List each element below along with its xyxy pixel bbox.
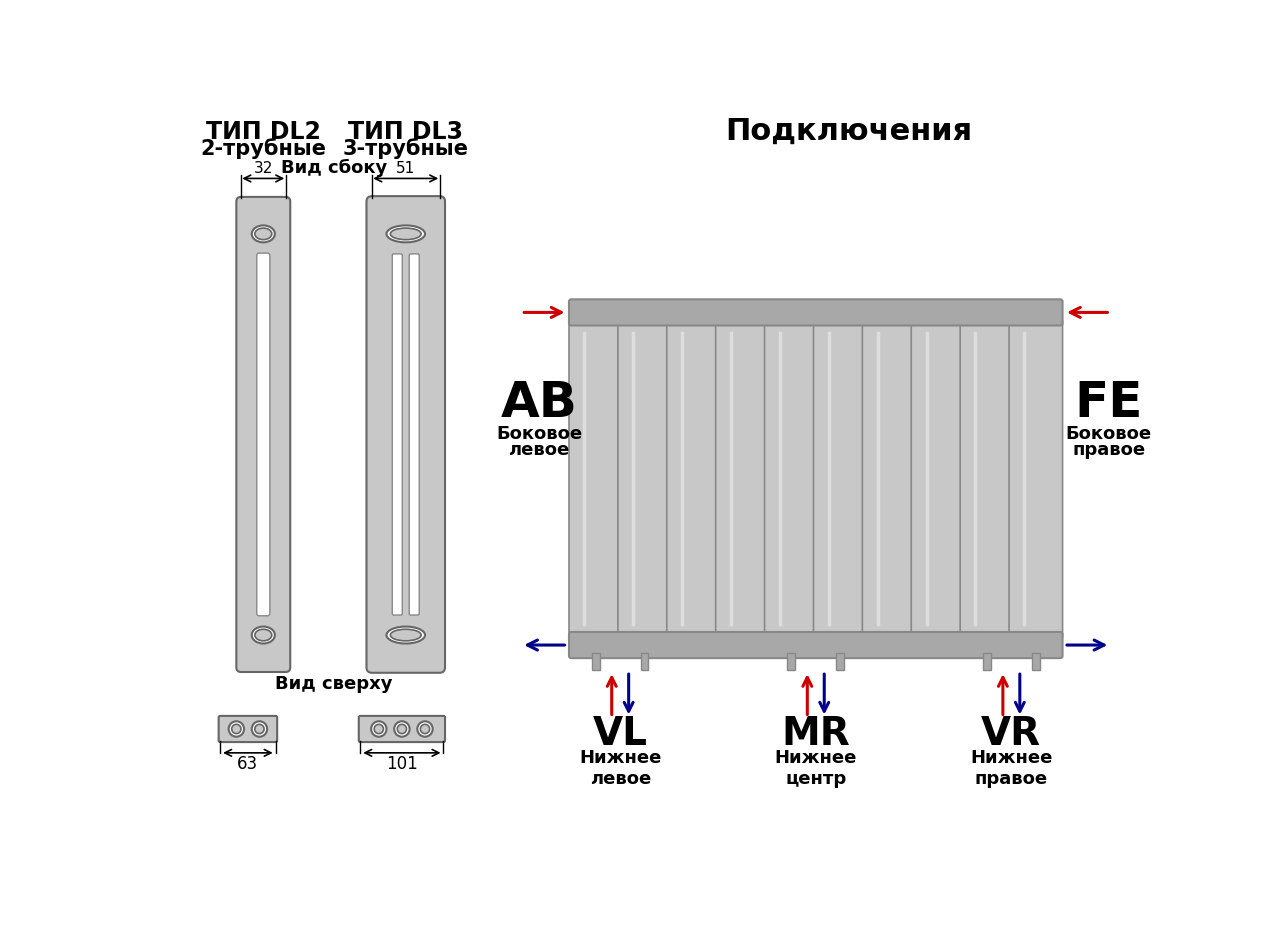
Circle shape xyxy=(394,722,410,737)
FancyBboxPatch shape xyxy=(814,318,867,640)
Ellipse shape xyxy=(387,627,425,644)
FancyBboxPatch shape xyxy=(618,318,672,640)
Circle shape xyxy=(232,724,241,734)
Bar xyxy=(836,653,844,670)
Bar xyxy=(641,653,649,670)
FancyBboxPatch shape xyxy=(863,318,916,640)
FancyBboxPatch shape xyxy=(960,318,1014,640)
Circle shape xyxy=(420,724,430,734)
FancyBboxPatch shape xyxy=(358,716,445,742)
Ellipse shape xyxy=(252,227,275,243)
Circle shape xyxy=(417,722,433,737)
Text: 63: 63 xyxy=(237,754,259,772)
Text: левое: левое xyxy=(508,441,570,459)
FancyBboxPatch shape xyxy=(667,318,721,640)
Bar xyxy=(983,653,991,670)
Text: 51: 51 xyxy=(396,161,416,176)
Bar xyxy=(1032,653,1039,670)
Text: Боковое: Боковое xyxy=(1066,424,1152,442)
Circle shape xyxy=(229,722,244,737)
Text: 3-трубные: 3-трубные xyxy=(343,138,468,159)
Ellipse shape xyxy=(252,627,275,644)
Text: 2-трубные: 2-трубные xyxy=(200,138,326,159)
Text: Вид сверху: Вид сверху xyxy=(275,674,393,692)
Ellipse shape xyxy=(390,630,421,641)
Text: AB: AB xyxy=(500,378,577,426)
Text: 101: 101 xyxy=(387,754,417,772)
Bar xyxy=(787,653,795,670)
FancyBboxPatch shape xyxy=(570,633,1062,658)
Text: Нижнее
правое: Нижнее правое xyxy=(970,748,1052,787)
FancyBboxPatch shape xyxy=(570,318,622,640)
Text: FE: FE xyxy=(1075,378,1143,426)
Ellipse shape xyxy=(255,630,271,641)
Text: Подключения: Подключения xyxy=(724,117,972,146)
FancyBboxPatch shape xyxy=(716,318,769,640)
FancyBboxPatch shape xyxy=(570,300,1062,326)
Text: VR: VR xyxy=(982,714,1042,752)
Text: Нижнее
левое: Нижнее левое xyxy=(579,748,662,787)
Circle shape xyxy=(371,722,387,737)
Ellipse shape xyxy=(387,227,425,243)
FancyBboxPatch shape xyxy=(366,197,445,673)
FancyBboxPatch shape xyxy=(237,197,291,672)
FancyBboxPatch shape xyxy=(257,254,270,616)
FancyBboxPatch shape xyxy=(392,255,402,615)
Circle shape xyxy=(252,722,268,737)
Circle shape xyxy=(374,724,384,734)
Text: Вид сбоку: Вид сбоку xyxy=(282,158,388,177)
FancyBboxPatch shape xyxy=(1009,318,1062,640)
FancyBboxPatch shape xyxy=(764,318,818,640)
Text: VL: VL xyxy=(593,714,648,752)
Bar xyxy=(591,653,599,670)
Circle shape xyxy=(255,724,264,734)
Ellipse shape xyxy=(255,228,271,241)
Text: Боковое: Боковое xyxy=(495,424,582,442)
Ellipse shape xyxy=(390,228,421,241)
Text: 32: 32 xyxy=(253,161,273,176)
Text: ТИП DL2: ТИП DL2 xyxy=(206,120,321,143)
Text: ТИП DL3: ТИП DL3 xyxy=(348,120,463,143)
Text: Нижнее
центр: Нижнее центр xyxy=(774,748,858,787)
FancyBboxPatch shape xyxy=(911,318,965,640)
FancyBboxPatch shape xyxy=(219,716,278,742)
Circle shape xyxy=(397,724,407,734)
Text: правое: правое xyxy=(1073,441,1146,459)
Text: MR: MR xyxy=(781,714,850,752)
FancyBboxPatch shape xyxy=(410,255,420,615)
